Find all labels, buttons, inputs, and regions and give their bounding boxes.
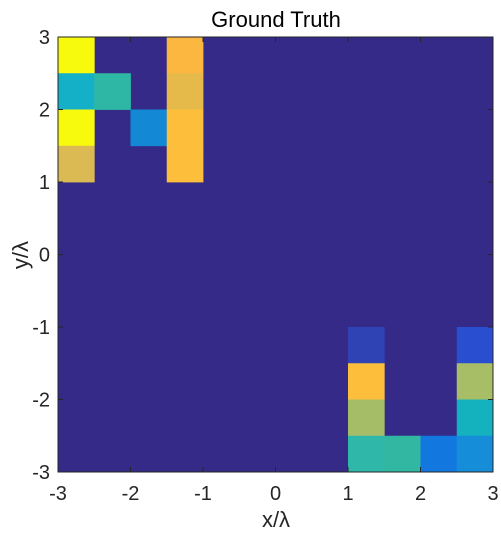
heatmap-cell	[456, 363, 494, 400]
y-tick-label: 0	[39, 245, 50, 267]
heatmap-cell	[58, 145, 95, 183]
y-tick-label: 3	[39, 27, 50, 49]
heatmap-cell	[348, 327, 385, 364]
x-tick-label: -3	[49, 483, 67, 505]
heatmap-cell	[456, 327, 494, 364]
heatmap-cell	[94, 73, 131, 110]
heatmap-cell	[456, 399, 494, 437]
x-tick-label: -2	[122, 483, 140, 505]
heatmap-cell	[166, 145, 204, 183]
x-tick-label: 1	[342, 483, 353, 505]
y-tick-label: -1	[32, 317, 50, 339]
x-tick-label: 0	[270, 483, 281, 505]
heatmap-cell	[58, 37, 95, 74]
heatmap-cell	[348, 363, 385, 400]
heatmap-cell	[166, 109, 204, 147]
heatmap-cells	[58, 37, 494, 473]
heatmap-cell	[384, 435, 421, 473]
x-axis-label: x/λ	[262, 507, 290, 532]
x-axis-ticks: -3 -2 -1 0 1 2 3	[49, 37, 499, 505]
y-tick-label: 1	[39, 172, 50, 194]
y-tick-label: 2	[39, 100, 50, 122]
x-tick-label: -1	[194, 483, 212, 505]
y-axis-ticks: -3 -2 -1 0 1 2 3	[32, 27, 493, 484]
heatmap-cell	[456, 435, 494, 473]
heatmap-cell	[130, 109, 168, 147]
x-tick-label: 2	[415, 483, 426, 505]
y-tick-label: -2	[32, 390, 50, 412]
heatmap-cell	[166, 37, 204, 74]
heatmap-cell	[420, 435, 458, 473]
chart-title: Ground Truth	[211, 7, 341, 32]
heatmap-cell	[166, 73, 204, 110]
x-tick-label: 3	[487, 483, 498, 505]
heatmap-cell	[58, 73, 95, 110]
heatmap-cell	[58, 109, 95, 147]
heatmap-cell	[348, 435, 385, 473]
heatmap-cell	[348, 399, 385, 437]
y-axis-label: y/λ	[8, 241, 33, 269]
y-tick-label: -3	[32, 462, 50, 484]
